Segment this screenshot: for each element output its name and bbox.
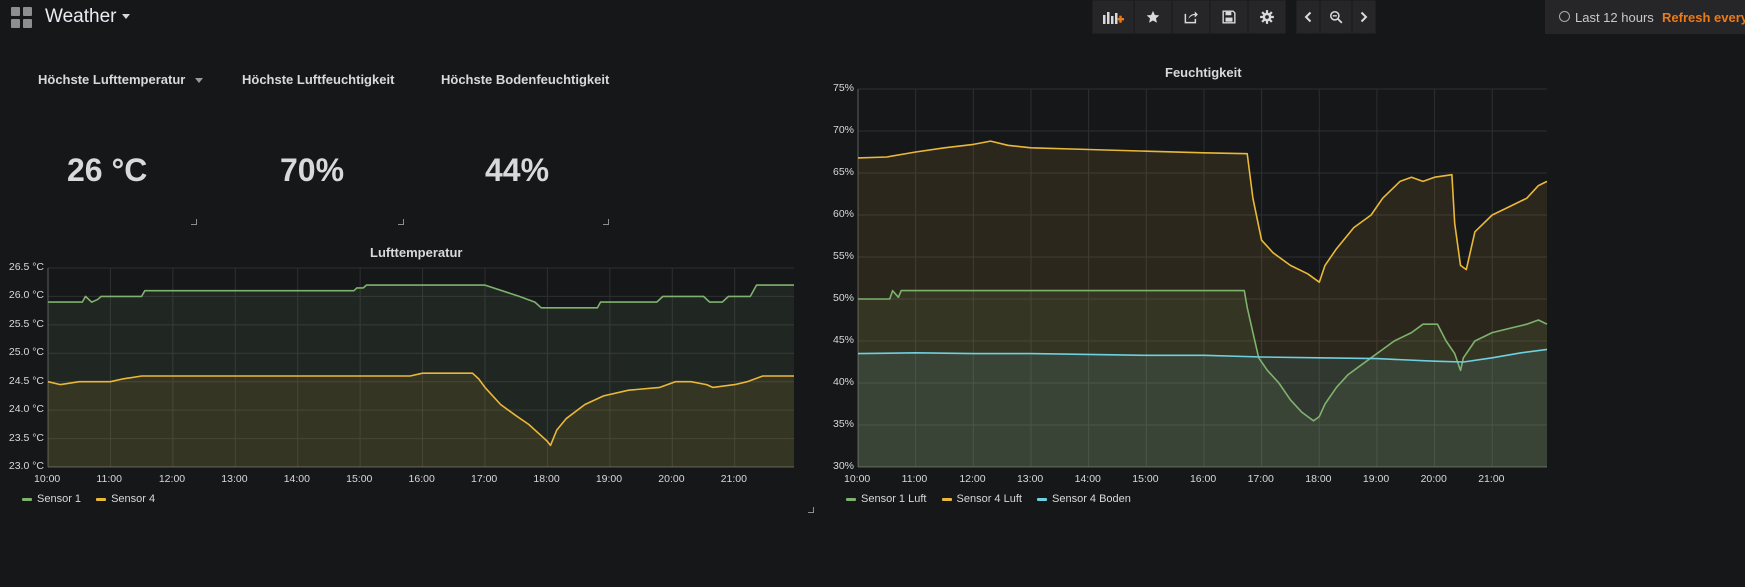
panel-resize-handle[interactable]: [603, 219, 609, 225]
top-bar: Weather: [0, 0, 1745, 36]
legend-item-sensor-1-luft[interactable]: Sensor 1 Luft: [846, 493, 926, 505]
share-icon: [1184, 11, 1198, 24]
y-tick-label: 55%: [832, 250, 854, 262]
x-tick-label: 17:00: [470, 473, 498, 485]
series-line-0[interactable]: [858, 289, 1548, 422]
y-tick-label: 24.5 °C: [8, 374, 44, 387]
series-area-1: [48, 373, 794, 467]
time-forward-button[interactable]: [1352, 0, 1376, 34]
x-tick-label: 11:00: [901, 473, 928, 485]
temperature-legend: Sensor 1 Sensor 4: [22, 493, 167, 505]
series-line-1[interactable]: [857, 140, 1548, 283]
y-tick-label: 45%: [832, 334, 854, 346]
series-area-2: [858, 349, 1547, 467]
save-icon: [1222, 10, 1236, 24]
panel-resize-handle[interactable]: [398, 219, 404, 225]
series-area-1: [858, 141, 1547, 467]
humidity-legend: Sensor 1 Luft Sensor 4 Luft Sensor 4 Bod…: [846, 493, 1143, 505]
stat-value-air-temp: 26 °C: [67, 152, 148, 188]
x-tick-label: 12:00: [959, 473, 986, 485]
x-tick-label: 20:00: [658, 473, 685, 485]
stat-value-air-humidity: 70%: [280, 152, 345, 188]
series-line-0[interactable]: [48, 284, 794, 309]
x-tick-label: 19:00: [595, 473, 623, 485]
y-tick-label: 35%: [832, 418, 854, 430]
gear-icon: [1260, 10, 1274, 24]
legend-item-sensor-4-luft[interactable]: Sensor 4 Luft: [941, 493, 1022, 505]
x-tick-label: 21:00: [1478, 473, 1505, 485]
humidity-chart: [857, 88, 1548, 468]
y-tick-label: 25.5 °C: [8, 317, 44, 330]
star-icon: [1146, 10, 1160, 23]
series-area-0: [48, 285, 794, 467]
stat-title-soil-humidity[interactable]: Höchste Bodenfeuchtigkeit: [441, 72, 610, 87]
chevron-left-icon: [1304, 11, 1312, 23]
settings-button[interactable]: [1248, 0, 1286, 34]
legend-item-sensor-1[interactable]: Sensor 1: [22, 493, 81, 505]
x-tick-label: 16:00: [1189, 473, 1217, 485]
star-button[interactable]: [1134, 0, 1172, 34]
save-button[interactable]: [1210, 0, 1248, 34]
add-panel-icon: [1103, 12, 1124, 24]
dashboard-title-dropdown[interactable]: Weather: [45, 6, 131, 28]
chevron-right-icon: [1360, 11, 1368, 23]
x-tick-label: 20:00: [1420, 473, 1447, 485]
time-picker[interactable]: Last 12 hours Refresh every: [1545, 0, 1745, 34]
x-tick-label: 13:00: [221, 473, 248, 485]
panel-title-lufttemperatur[interactable]: Lufttemperatur: [370, 245, 463, 260]
y-tick-label: 26.0 °C: [8, 289, 44, 302]
y-tick-label: 50%: [832, 292, 854, 304]
time-range: Last 12 hours: [1575, 10, 1654, 25]
series-line-2[interactable]: [857, 348, 1548, 363]
y-tick-label: 60%: [832, 208, 854, 220]
x-tick-label: 14:00: [283, 473, 310, 485]
x-tick-label: 15:00: [346, 473, 373, 485]
x-tick-label: 18:00: [1305, 473, 1332, 485]
x-tick-label: 21:00: [720, 473, 747, 485]
x-tick-label: 12:00: [158, 473, 186, 485]
chevron-down-icon[interactable]: [195, 78, 204, 84]
y-tick-label: 25.0 °C: [8, 346, 44, 359]
x-tick-label: 11:00: [96, 473, 122, 485]
clock-icon: [1559, 11, 1570, 22]
temperature-chart: [47, 267, 794, 468]
time-back-button[interactable]: [1296, 0, 1320, 34]
y-tick-label: 23.5 °C: [8, 431, 44, 444]
y-tick-label: 30%: [832, 460, 854, 472]
legend-item-sensor-4-boden[interactable]: Sensor 4 Boden: [1037, 493, 1131, 505]
stat-title-air-temp[interactable]: Höchste Lufttemperatur: [38, 72, 204, 87]
y-tick-label: 75%: [832, 82, 854, 94]
x-tick-label: 19:00: [1362, 473, 1390, 485]
y-tick-label: 70%: [832, 124, 854, 136]
y-tick-label: 23.0 °C: [8, 460, 44, 472]
x-tick-label: 16:00: [408, 473, 435, 485]
y-tick-label: 24.0 °C: [8, 403, 44, 416]
share-button[interactable]: [1172, 0, 1210, 34]
series-line-1[interactable]: [47, 372, 794, 447]
dashboard-title: Weather: [45, 6, 117, 27]
panel-title-feuchtigkeit[interactable]: Feuchtigkeit: [1165, 65, 1242, 80]
series-area-0: [858, 290, 1547, 467]
y-tick-label: 65%: [832, 166, 854, 178]
panel-resize-handle[interactable]: [191, 219, 197, 225]
zoom-out-icon: [1329, 10, 1343, 24]
refresh-interval[interactable]: Refresh every: [1662, 10, 1745, 25]
add-panel-button[interactable]: [1092, 0, 1134, 34]
x-tick-label: 17:00: [1247, 473, 1274, 485]
stat-value-soil-humidity: 44%: [485, 152, 550, 188]
zoom-out-button[interactable]: [1320, 0, 1352, 34]
stat-title-air-humidity[interactable]: Höchste Luftfeuchtigkeit: [242, 72, 395, 87]
legend-item-sensor-4[interactable]: Sensor 4: [96, 493, 155, 505]
x-tick-label: 10:00: [34, 473, 61, 485]
x-tick-label: 14:00: [1074, 473, 1101, 485]
dashboard-grid-icon[interactable]: [11, 7, 33, 29]
x-tick-label: 15:00: [1132, 473, 1159, 485]
x-tick-label: 13:00: [1016, 473, 1044, 485]
panel-resize-handle[interactable]: [808, 507, 814, 513]
y-tick-label: 40%: [832, 376, 854, 388]
x-tick-label: 10:00: [844, 473, 871, 485]
chevron-down-icon: [122, 14, 131, 20]
x-tick-label: 18:00: [533, 473, 560, 485]
y-tick-label: 26.5 °C: [8, 261, 44, 273]
